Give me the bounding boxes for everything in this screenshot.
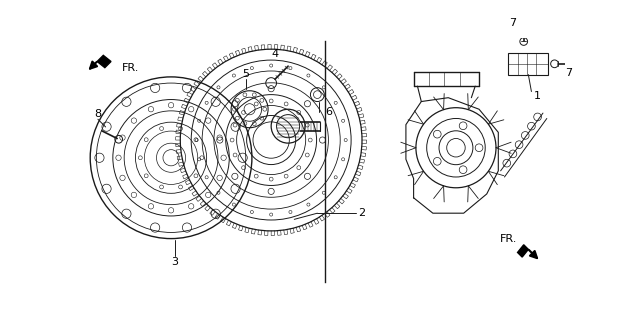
Text: 8: 8 bbox=[94, 109, 101, 119]
Text: 6: 6 bbox=[325, 107, 332, 116]
Text: 7: 7 bbox=[565, 68, 572, 78]
Text: 4: 4 bbox=[272, 49, 279, 59]
Polygon shape bbox=[518, 245, 528, 257]
Text: 2: 2 bbox=[358, 208, 365, 218]
Text: 5: 5 bbox=[242, 69, 249, 79]
Polygon shape bbox=[97, 55, 111, 68]
Text: FR.: FR. bbox=[500, 234, 518, 244]
Text: FR.: FR. bbox=[122, 63, 139, 73]
Text: 3: 3 bbox=[172, 257, 179, 267]
Text: 1: 1 bbox=[534, 91, 541, 101]
FancyBboxPatch shape bbox=[508, 53, 548, 75]
Text: 7: 7 bbox=[509, 18, 516, 28]
